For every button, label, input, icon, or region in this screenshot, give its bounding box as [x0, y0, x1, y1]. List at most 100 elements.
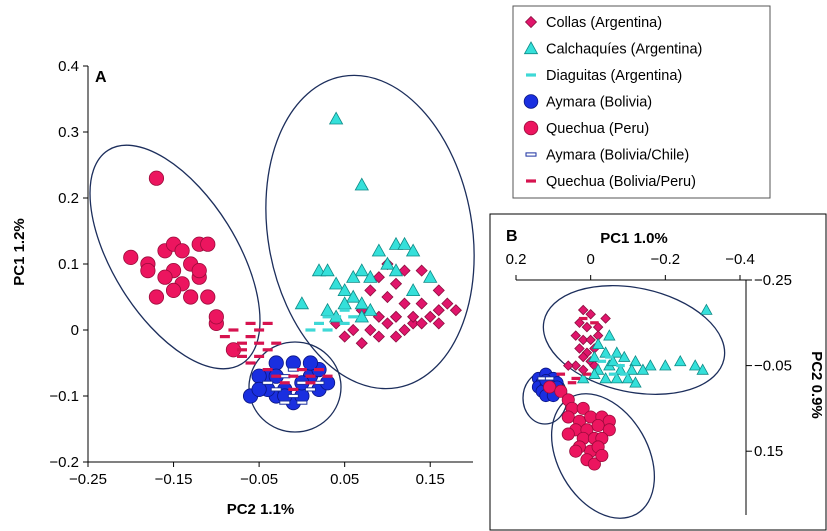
data-point	[262, 368, 273, 372]
data-point	[591, 337, 605, 350]
data-point	[606, 354, 620, 367]
data-point	[305, 374, 316, 378]
data-point	[251, 381, 267, 397]
data-point	[605, 355, 614, 359]
series-quechua-bolivia-peru	[556, 316, 599, 385]
y-axis-label: PC1 1.2%	[11, 218, 28, 286]
series-quechua-peru	[543, 380, 616, 471]
legend-marker	[526, 179, 536, 183]
data-point	[245, 335, 256, 339]
data-point	[313, 380, 325, 385]
data-point	[688, 359, 702, 371]
data-point	[574, 343, 585, 354]
legend-label: Calchaquíes (Argentina)	[546, 42, 702, 58]
data-point	[554, 384, 568, 398]
data-point	[296, 400, 308, 405]
data-point	[288, 374, 299, 378]
data-point	[364, 323, 377, 337]
y-tick-label: −0.25	[754, 272, 792, 289]
data-point	[407, 310, 420, 323]
data-point	[208, 309, 224, 325]
data-point	[389, 277, 403, 290]
data-point	[407, 317, 420, 330]
data-point	[415, 317, 428, 330]
data-point	[569, 444, 583, 458]
series-collas-argentina	[563, 304, 611, 376]
data-point	[561, 427, 575, 441]
data-point	[364, 284, 377, 297]
data-point	[322, 374, 333, 378]
data-point	[237, 354, 247, 358]
data-point	[389, 310, 403, 323]
legend-marker	[526, 73, 536, 77]
cluster-ellipse	[248, 341, 342, 433]
data-point	[441, 297, 454, 310]
legend-marker	[524, 15, 538, 29]
data-point	[302, 355, 319, 371]
data-point	[432, 284, 445, 297]
data-point	[577, 304, 589, 316]
data-point	[320, 302, 335, 316]
series-aymara-bolivia-chile	[262, 367, 325, 405]
data-point	[200, 289, 216, 305]
data-point	[262, 348, 273, 352]
data-point	[174, 243, 190, 259]
data-point	[597, 359, 607, 363]
data-point	[371, 243, 387, 257]
data-point	[629, 354, 642, 367]
series-diaguitas-argentina	[305, 308, 359, 332]
data-point	[423, 269, 438, 283]
data-point	[556, 372, 566, 376]
data-point	[262, 380, 274, 385]
panel-a: −0.2 −0.1 0 0.1 0.2 0.3 0.4 −0.25 −0.15 −0.05 0.05…	[11, 58, 475, 518]
data-point	[620, 372, 629, 376]
data-point	[424, 310, 437, 323]
data-point	[237, 341, 247, 345]
data-point	[148, 289, 165, 305]
panel-label-a: A	[95, 69, 107, 86]
series-quechua-bolivia-peru	[219, 321, 333, 391]
data-point	[237, 348, 247, 352]
data-point	[347, 323, 360, 337]
x-tick-label: −0.25	[69, 471, 107, 488]
data-point	[570, 360, 581, 371]
data-point	[322, 315, 333, 319]
data-point	[581, 321, 593, 333]
data-point	[629, 376, 642, 388]
data-point	[432, 304, 445, 317]
data-point	[577, 334, 589, 346]
data-point	[294, 296, 310, 310]
data-point	[363, 269, 378, 283]
legend-item-quechua-bolivia-peru: Quechua (Bolivia/Peru)	[526, 174, 696, 190]
data-point	[228, 328, 239, 332]
data-point	[576, 401, 590, 415]
data-point	[363, 302, 378, 316]
data-point	[621, 372, 635, 384]
data-point	[279, 400, 291, 405]
data-point	[338, 330, 351, 343]
data-point	[595, 448, 609, 463]
data-point	[398, 297, 411, 310]
data-point	[270, 387, 282, 392]
data-point	[585, 308, 596, 320]
data-point	[328, 111, 344, 125]
data-point	[696, 363, 709, 375]
data-point	[599, 372, 612, 384]
data-point	[354, 296, 369, 310]
data-point	[381, 317, 394, 330]
data-point	[582, 372, 592, 376]
data-point	[588, 367, 601, 379]
data-point	[398, 264, 411, 277]
data-point	[372, 330, 385, 343]
data-point	[588, 350, 601, 362]
data-point	[600, 313, 611, 324]
legend-marker	[523, 41, 539, 55]
legend-label: Diaguitas (Argentina)	[546, 68, 682, 84]
legend-marker	[525, 152, 537, 157]
data-point	[610, 346, 624, 358]
legend-label: Aymara (Bolivia/Chile)	[546, 148, 689, 164]
data-point	[577, 351, 589, 363]
x-tick-label: −0.05	[240, 471, 278, 488]
data-point	[305, 328, 316, 332]
